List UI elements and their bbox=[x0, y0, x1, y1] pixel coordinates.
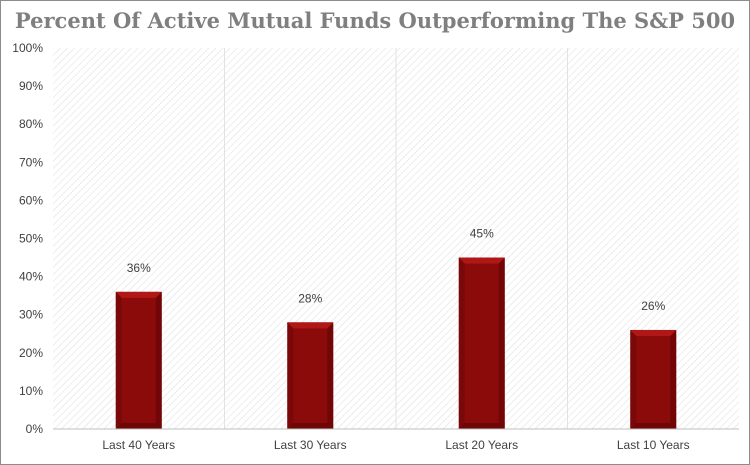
y-tick-label: 10% bbox=[19, 384, 43, 398]
y-tick-label: 80% bbox=[19, 117, 43, 131]
y-tick-label: 30% bbox=[19, 308, 43, 322]
y-tick-label: 40% bbox=[19, 270, 43, 284]
y-tick-label: 50% bbox=[19, 232, 43, 246]
y-axis-ticks: 0% 10% 20% 30% 40% 50% 60% 70% 80% 90% 100% bbox=[12, 41, 43, 436]
x-axis-labels: Last 40 Years Last 30 Years Last 20 Years L… bbox=[102, 438, 689, 452]
y-tick-label: 0% bbox=[26, 422, 44, 436]
x-tick-label: Last 20 Years bbox=[445, 438, 518, 452]
y-tick-label: 20% bbox=[19, 346, 43, 360]
data-labels: 36% 28% 45% 26% bbox=[127, 227, 666, 313]
y-tick-label: 70% bbox=[19, 155, 43, 169]
bar bbox=[115, 291, 162, 429]
x-tick-label: Last 10 Years bbox=[617, 438, 690, 452]
y-tick-label: 60% bbox=[19, 193, 43, 207]
chart-title: Percent Of Active Mutual Funds Outperfor… bbox=[15, 8, 735, 33]
data-label: 28% bbox=[298, 291, 322, 305]
y-tick-label: 90% bbox=[19, 79, 43, 93]
data-label: 45% bbox=[470, 227, 494, 241]
bar bbox=[287, 322, 334, 429]
x-tick-label: Last 40 Years bbox=[102, 438, 175, 452]
x-tick-label: Last 30 Years bbox=[274, 438, 347, 452]
bar bbox=[630, 329, 677, 429]
y-tick-label: 100% bbox=[12, 41, 43, 55]
data-label: 36% bbox=[127, 261, 151, 275]
bar bbox=[458, 257, 505, 429]
bars bbox=[115, 257, 677, 429]
category-separators bbox=[224, 48, 568, 429]
data-label: 26% bbox=[641, 299, 665, 313]
